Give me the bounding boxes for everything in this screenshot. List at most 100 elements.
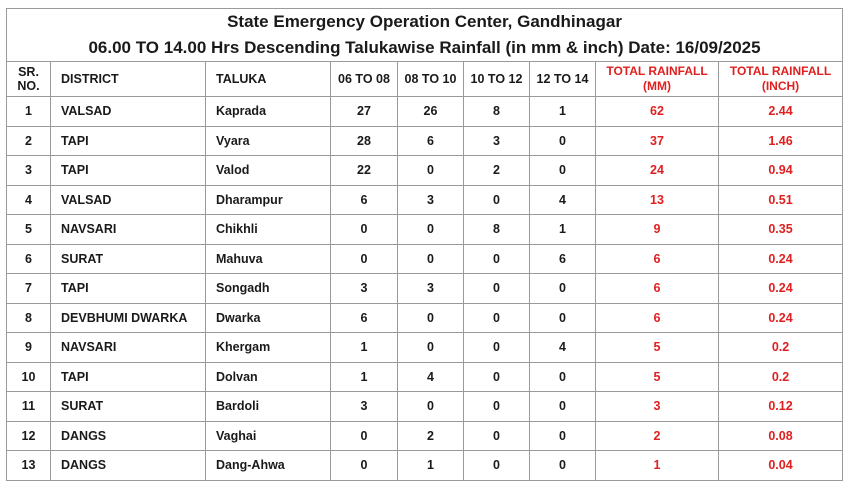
table-body: 1 VALSAD Kaprada 27 26 8 1 62 2.44 2 TAP… — [6, 96, 844, 481]
cell-06-08: 0 — [330, 450, 398, 481]
cell-12-14: 6 — [529, 243, 596, 274]
cell-district: NAVSARI — [50, 214, 206, 245]
cell-taluka: Mahuva — [205, 243, 331, 274]
cell-12-14: 0 — [529, 391, 596, 422]
cell-total-mm: 6 — [595, 302, 719, 333]
cell-06-08: 3 — [330, 273, 398, 304]
cell-total-mm: 2 — [595, 420, 719, 451]
cell-total-inch: 0.24 — [717, 243, 844, 274]
cell-taluka: Chikhli — [205, 214, 331, 245]
table-row: 8 DEVBHUMI DWARKA Dwarka 6 0 0 0 6 0.24 — [6, 302, 844, 333]
table-row: 10 TAPI Dolvan 1 4 0 0 5 0.2 — [6, 361, 844, 392]
table-row: 11 SURAT Bardoli 3 0 0 0 3 0.12 — [6, 391, 844, 422]
cell-taluka: Kaprada — [205, 96, 331, 127]
cell-taluka: Bardoli — [205, 391, 331, 422]
table-row: 13 DANGS Dang-Ahwa 0 1 0 0 1 0.04 — [6, 450, 844, 481]
cell-10-12: 0 — [463, 420, 530, 451]
cell-06-08: 6 — [330, 302, 398, 333]
cell-10-12: 0 — [463, 450, 530, 481]
rainfall-table: State Emergency Operation Center, Gandhi… — [5, 8, 844, 481]
cell-06-08: 6 — [330, 184, 398, 215]
table-row: 3 TAPI Valod 22 0 2 0 24 0.94 — [6, 155, 844, 186]
cell-total-inch: 0.2 — [717, 361, 844, 392]
cell-08-10: 0 — [397, 391, 464, 422]
cell-06-08: 27 — [330, 96, 398, 127]
cell-district: NAVSARI — [50, 332, 206, 363]
cell-taluka: Dharampur — [205, 184, 331, 215]
table-row: 9 NAVSARI Khergam 1 0 0 4 5 0.2 — [6, 332, 844, 363]
cell-taluka: Dolvan — [205, 361, 331, 392]
cell-district: VALSAD — [50, 96, 206, 127]
cell-10-12: 0 — [463, 184, 530, 215]
cell-total-inch: 0.04 — [717, 450, 844, 481]
cell-total-mm: 6 — [595, 243, 719, 274]
cell-total-mm: 3 — [595, 391, 719, 422]
cell-08-10: 3 — [397, 184, 464, 215]
cell-total-mm: 37 — [595, 125, 719, 156]
table-header-row: SR. NO. DISTRICT TALUKA 06 TO 08 08 TO 1… — [6, 61, 844, 97]
cell-10-12: 0 — [463, 273, 530, 304]
cell-10-12: 0 — [463, 361, 530, 392]
cell-06-08: 28 — [330, 125, 398, 156]
cell-08-10: 0 — [397, 155, 464, 186]
report-title: State Emergency Operation Center, Gandhi… — [5, 8, 844, 35]
col-header-06-08: 06 TO 08 — [330, 61, 398, 97]
table-row: 5 NAVSARI Chikhli 0 0 8 1 9 0.35 — [6, 214, 844, 245]
cell-08-10: 0 — [397, 214, 464, 245]
cell-06-08: 3 — [330, 391, 398, 422]
cell-08-10: 2 — [397, 420, 464, 451]
cell-12-14: 0 — [529, 361, 596, 392]
cell-10-12: 8 — [463, 214, 530, 245]
col-header-taluka: TALUKA — [205, 61, 331, 97]
table-row: 2 TAPI Vyara 28 6 3 0 37 1.46 — [6, 125, 844, 156]
cell-total-inch: 0.24 — [717, 302, 844, 333]
cell-district: SURAT — [50, 243, 206, 274]
cell-sr-no: 3 — [6, 155, 51, 186]
cell-sr-no: 8 — [6, 302, 51, 333]
cell-08-10: 0 — [397, 302, 464, 333]
cell-district: VALSAD — [50, 184, 206, 215]
cell-12-14: 0 — [529, 302, 596, 333]
cell-12-14: 4 — [529, 184, 596, 215]
cell-12-14: 1 — [529, 214, 596, 245]
cell-08-10: 0 — [397, 243, 464, 274]
cell-12-14: 0 — [529, 155, 596, 186]
cell-10-12: 0 — [463, 302, 530, 333]
cell-12-14: 0 — [529, 273, 596, 304]
col-header-12-14: 12 TO 14 — [529, 61, 596, 97]
cell-total-mm: 5 — [595, 332, 719, 363]
rainfall-report: State Emergency Operation Center, Gandhi… — [5, 8, 844, 481]
cell-sr-no: 9 — [6, 332, 51, 363]
cell-10-12: 2 — [463, 155, 530, 186]
cell-taluka: Dang-Ahwa — [205, 450, 331, 481]
cell-10-12: 8 — [463, 96, 530, 127]
cell-total-inch: 0.08 — [717, 420, 844, 451]
cell-10-12: 0 — [463, 332, 530, 363]
cell-sr-no: 10 — [6, 361, 51, 392]
cell-total-mm: 24 — [595, 155, 719, 186]
cell-total-inch: 0.51 — [717, 184, 844, 215]
cell-06-08: 22 — [330, 155, 398, 186]
cell-district: SURAT — [50, 391, 206, 422]
cell-10-12: 0 — [463, 243, 530, 274]
table-row: 4 VALSAD Dharampur 6 3 0 4 13 0.51 — [6, 184, 844, 215]
cell-10-12: 0 — [463, 391, 530, 422]
col-header-08-10: 08 TO 10 — [397, 61, 464, 97]
col-header-total-mm: TOTAL RAINFALL (MM) — [595, 61, 719, 97]
cell-taluka: Khergam — [205, 332, 331, 363]
cell-total-inch: 0.24 — [717, 273, 844, 304]
cell-sr-no: 12 — [6, 420, 51, 451]
cell-12-14: 1 — [529, 96, 596, 127]
cell-12-14: 0 — [529, 450, 596, 481]
col-header-sr-no: SR. NO. — [6, 61, 51, 97]
cell-08-10: 0 — [397, 332, 464, 363]
cell-12-14: 0 — [529, 420, 596, 451]
cell-06-08: 0 — [330, 214, 398, 245]
cell-total-mm: 5 — [595, 361, 719, 392]
cell-total-inch: 0.35 — [717, 214, 844, 245]
col-header-10-12: 10 TO 12 — [463, 61, 530, 97]
cell-taluka: Dwarka — [205, 302, 331, 333]
cell-district: DEVBHUMI DWARKA — [50, 302, 206, 333]
cell-total-mm: 62 — [595, 96, 719, 127]
cell-12-14: 0 — [529, 125, 596, 156]
